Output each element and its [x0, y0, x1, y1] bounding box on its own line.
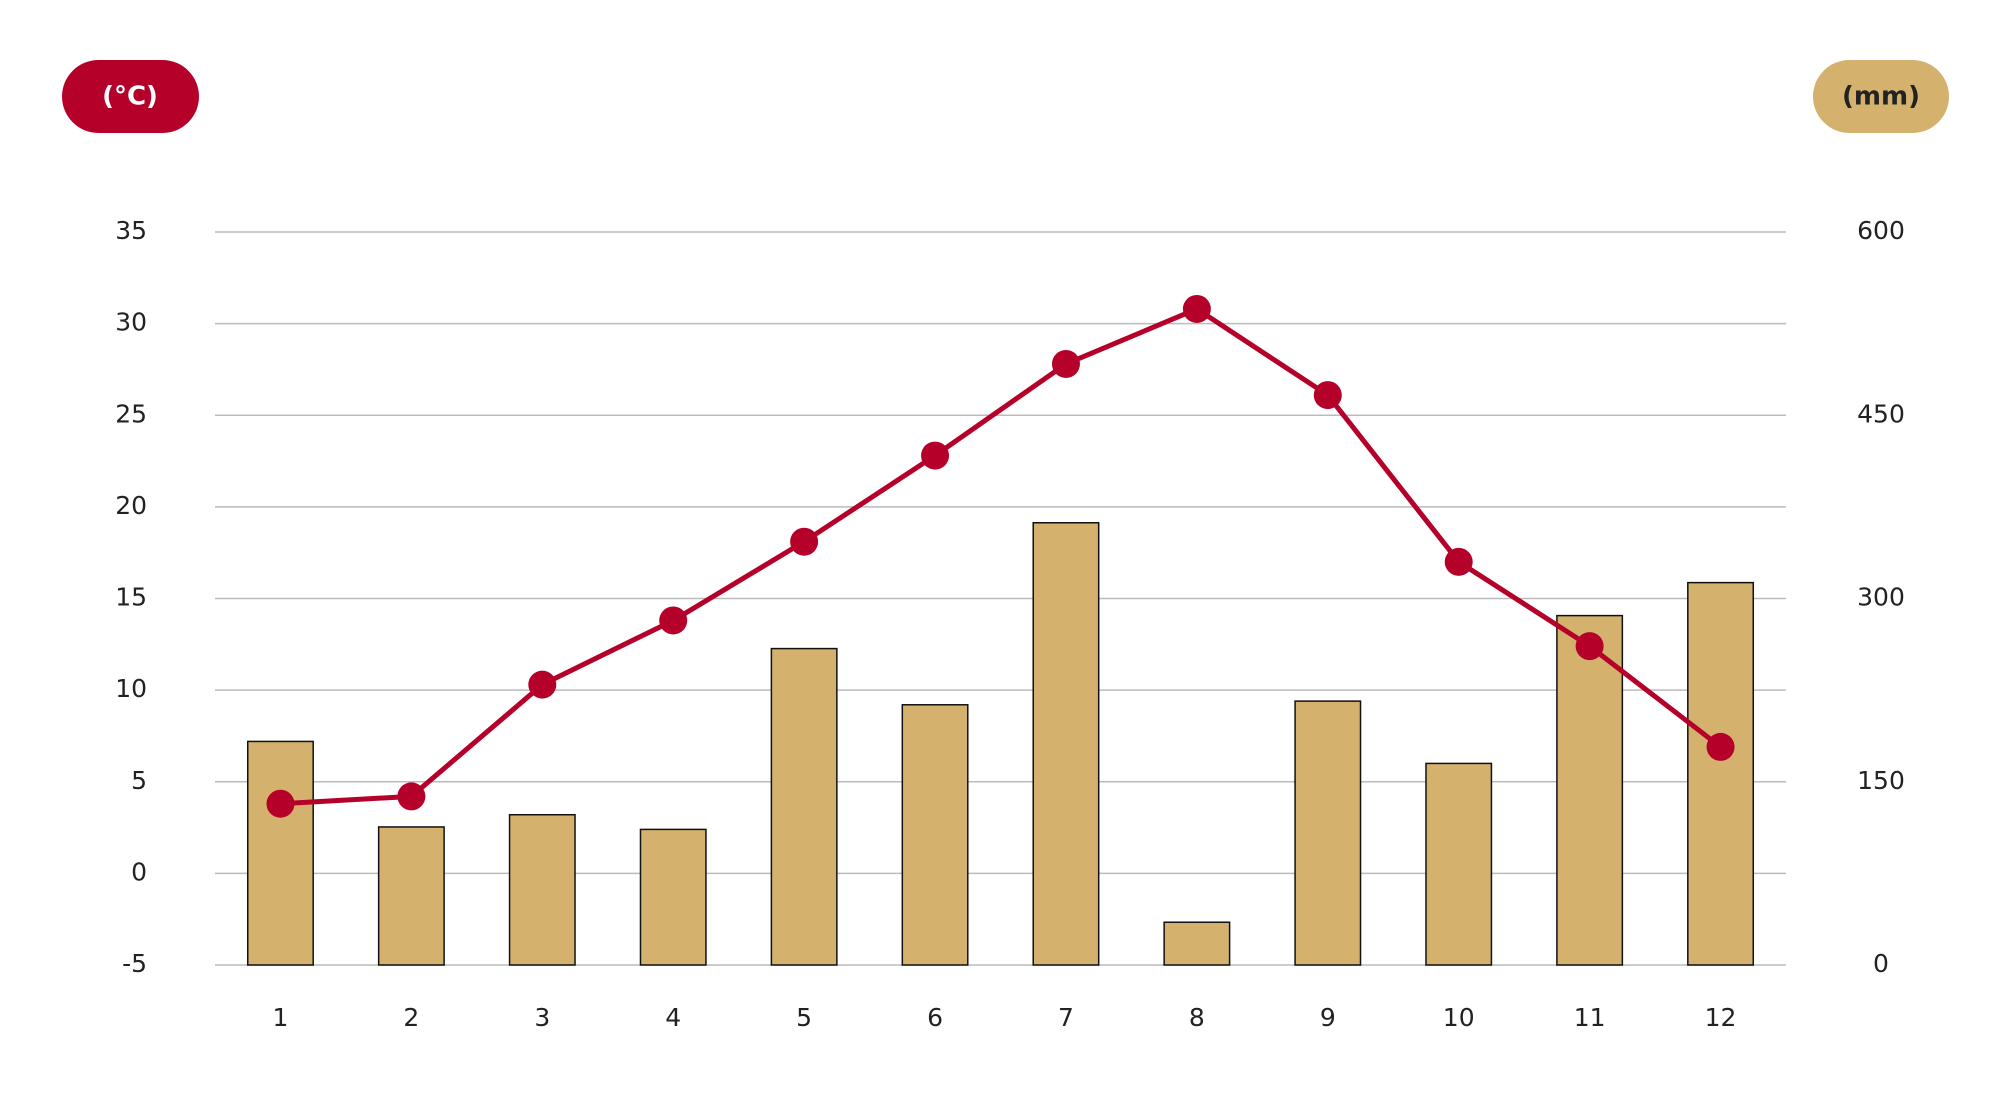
x-tick-label: 3: [534, 1003, 550, 1032]
y-tick-label: 20: [115, 491, 147, 520]
y-label-pill: [62, 60, 199, 133]
bar: [1163, 921, 1231, 966]
point: [1575, 632, 1604, 661]
x-tick-label: 6: [927, 1003, 943, 1032]
bar: [770, 647, 838, 966]
y2-axis-label: (mm): [1842, 82, 1920, 112]
x-tick-label: 7: [1058, 1003, 1074, 1032]
y2-tick-label: 450: [1857, 399, 1905, 428]
y2-tick-label: 0: [1873, 949, 1889, 978]
x-tick-label: 1: [273, 1003, 289, 1032]
y-axis-label: (°C): [102, 82, 158, 112]
point: [397, 782, 426, 811]
y-tick-label: 10: [115, 674, 147, 703]
bar: [377, 826, 445, 966]
point: [528, 670, 557, 699]
y-tick-label: 5: [131, 766, 147, 795]
bar: [1294, 700, 1362, 966]
y-tick-label: 25: [115, 399, 147, 428]
bar: [508, 813, 576, 966]
bar: [901, 704, 969, 966]
point: [1051, 349, 1080, 378]
y2-tick-label: 600: [1857, 216, 1905, 245]
x-tick-label: 10: [1443, 1003, 1475, 1032]
x-tick-label: 12: [1705, 1003, 1737, 1032]
point: [1706, 732, 1735, 761]
x-tick-label: 4: [665, 1003, 681, 1032]
y2-tick-label: 300: [1857, 583, 1905, 612]
y-tick-label: 0: [131, 857, 147, 886]
x-tick-label: 2: [403, 1003, 419, 1032]
line: [280, 306, 1723, 807]
x-tick-label: 8: [1189, 1003, 1205, 1032]
y-tick-label: 35: [115, 216, 147, 245]
bar: [1425, 762, 1493, 966]
bar: [1032, 522, 1100, 966]
bar: [246, 740, 314, 966]
y2-label-pill: [1813, 60, 1949, 133]
point: [921, 441, 950, 470]
x-tick-label: 11: [1574, 1003, 1606, 1032]
y-tick-label: 30: [115, 308, 147, 337]
y-tick-label: -5: [122, 949, 147, 978]
point: [266, 789, 295, 818]
point: [790, 527, 819, 556]
point: [1444, 547, 1473, 576]
x-tick-label: 9: [1320, 1003, 1336, 1032]
point: [1313, 381, 1342, 410]
point: [659, 606, 688, 635]
x-tick-label: 5: [796, 1003, 812, 1032]
bar: [1556, 614, 1624, 966]
point: [1182, 294, 1211, 323]
bar: [639, 828, 707, 966]
y-tick-label: 15: [115, 583, 147, 612]
bar: [1687, 581, 1755, 966]
y2-tick-label: 150: [1857, 766, 1905, 795]
